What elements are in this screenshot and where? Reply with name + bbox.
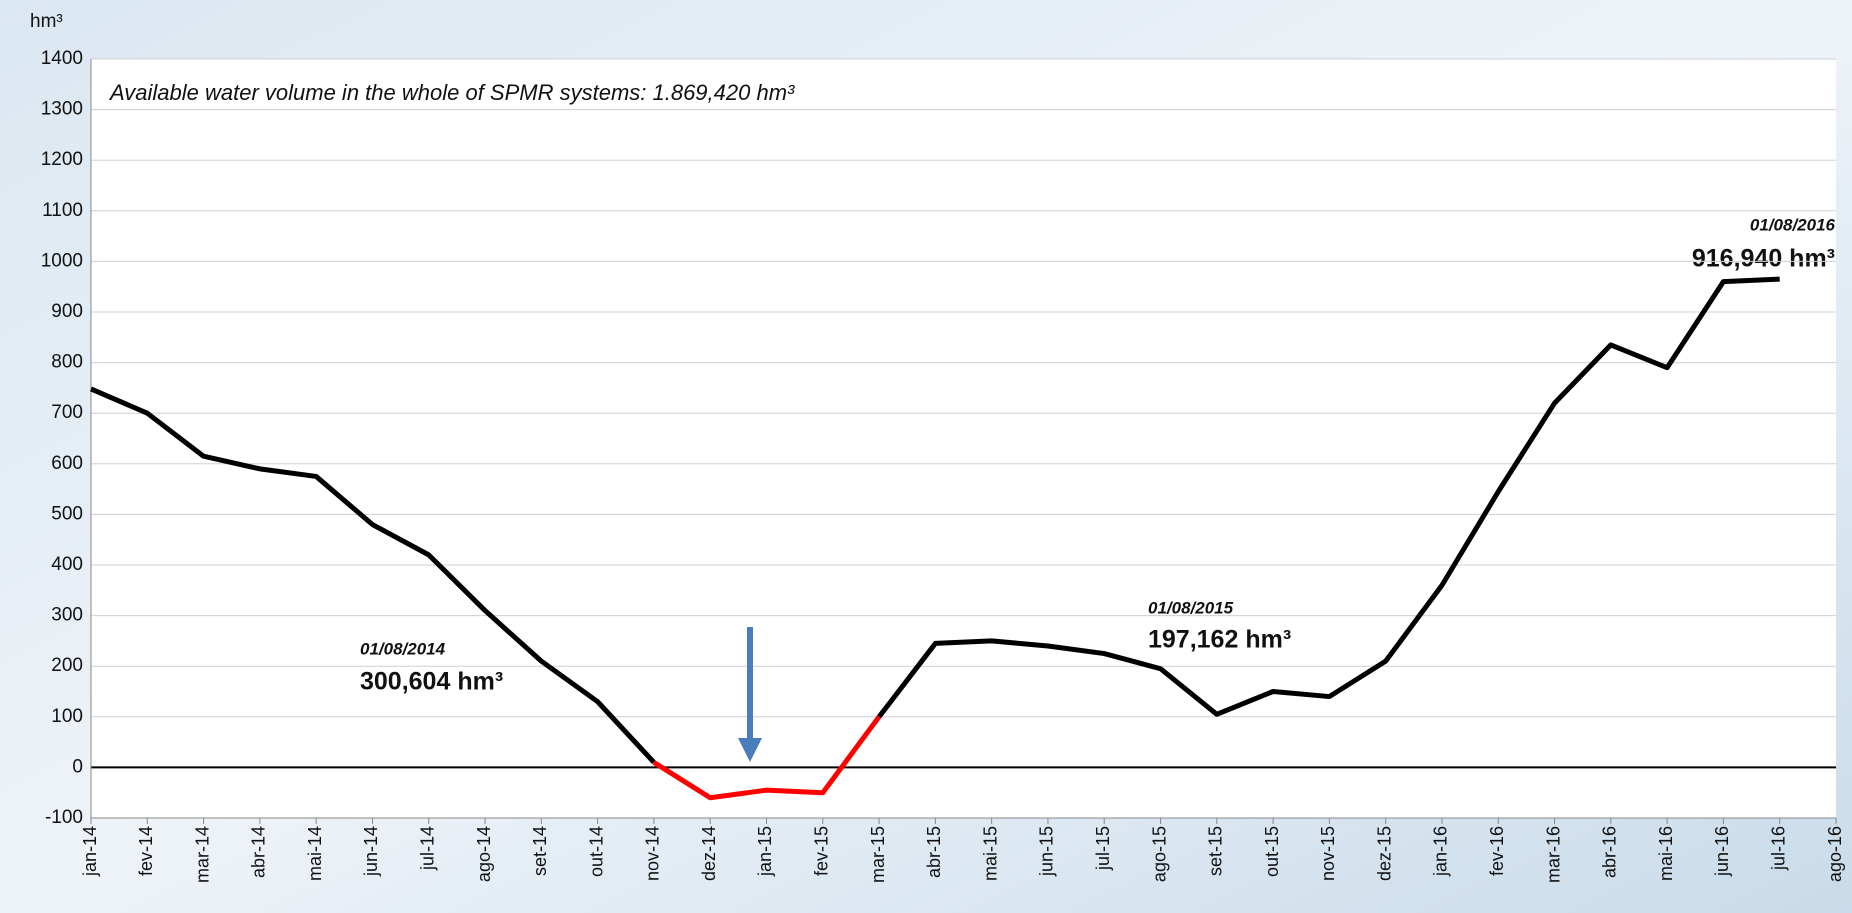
x-tick-label: jan-16 <box>1431 826 1451 877</box>
x-tick-label: dez-15 <box>1374 826 1394 881</box>
x-tick-label: mar-14 <box>192 826 212 883</box>
y-tick-label: 400 <box>51 554 83 575</box>
x-tick-label: ago-14 <box>474 826 494 882</box>
y-tick-label: 1400 <box>41 48 83 69</box>
x-tick-label: abr-15 <box>924 826 944 878</box>
x-tick-label: abr-14 <box>249 826 269 878</box>
x-tick-label: mai-15 <box>980 826 1000 881</box>
x-tick-label: nov-15 <box>1318 826 1338 881</box>
y-tick-label: 1100 <box>42 200 83 221</box>
x-tick-label: set-14 <box>530 826 550 876</box>
x-tick-label: out-14 <box>586 826 606 877</box>
x-tick-label: jan-15 <box>755 826 775 877</box>
plot-area <box>91 59 1836 818</box>
x-tick-label: fev-15 <box>812 826 832 876</box>
x-tick-label: abr-16 <box>1600 826 1620 878</box>
y-tick-label: 300 <box>51 605 83 626</box>
annotation-date: 01/08/2014 <box>360 639 446 658</box>
annotation-value: 300,604 hm³ <box>360 668 503 696</box>
y-tick-label: -100 <box>45 807 83 828</box>
annotation-date: 01/08/2016 <box>1750 215 1836 234</box>
chart-title: Available water volume in the whole of S… <box>108 80 795 105</box>
y-tick-label: 700 <box>51 402 83 423</box>
x-tick-label: nov-14 <box>643 826 663 881</box>
y-tick-label: 900 <box>51 301 83 322</box>
x-tick-label: jul-16 <box>1768 826 1788 871</box>
x-tick-label: jul-14 <box>417 826 437 871</box>
y-tick-label: 600 <box>51 453 83 474</box>
data-line <box>90 276 1780 765</box>
x-tick-label: jun-15 <box>1037 826 1057 877</box>
y-tick-label: 1300 <box>41 99 83 120</box>
x-tick-label: ago-16 <box>1825 826 1845 882</box>
x-tick-label: jan-14 <box>80 826 100 877</box>
x-tick-label: out-15 <box>1262 826 1282 877</box>
y-axis-label: hm³ <box>30 11 63 32</box>
y-tick-label: 500 <box>51 503 83 524</box>
data-line <box>652 715 882 801</box>
x-tick-label: mar-15 <box>868 826 888 883</box>
annotation-value: 197,162 hm³ <box>1148 626 1291 654</box>
x-tick-label: dez-14 <box>699 826 719 881</box>
annotation-date: 01/08/2015 <box>1148 598 1234 617</box>
arrow-head <box>738 738 762 762</box>
y-tick-label: 0 <box>72 756 83 777</box>
x-tick-label: set-15 <box>1206 826 1226 876</box>
x-tick-label: mai-14 <box>305 826 325 881</box>
y-tick-label: 200 <box>51 655 83 676</box>
marks: -100 0 100 200 300 400 500 600 700 800 900 1000 1100… <box>41 48 1845 883</box>
y-tick-label: 1200 <box>41 149 83 170</box>
x-tick-label: fev-14 <box>136 826 156 876</box>
x-tick-label: mai-16 <box>1656 826 1676 881</box>
x-tick-label: jun-16 <box>1712 826 1732 877</box>
y-tick-label: 1000 <box>41 250 83 271</box>
y-tick-label: 100 <box>51 706 83 727</box>
x-tick-label: ago-15 <box>1149 826 1169 882</box>
x-tick-label: mar-16 <box>1543 826 1563 883</box>
x-tick-label: jun-14 <box>361 826 381 877</box>
annotation-value: 916,940 hm³ <box>1692 245 1835 273</box>
y-tick-label: 800 <box>51 352 83 373</box>
x-tick-label: jul-15 <box>1093 826 1113 871</box>
x-tick-label: fev-16 <box>1487 826 1507 876</box>
